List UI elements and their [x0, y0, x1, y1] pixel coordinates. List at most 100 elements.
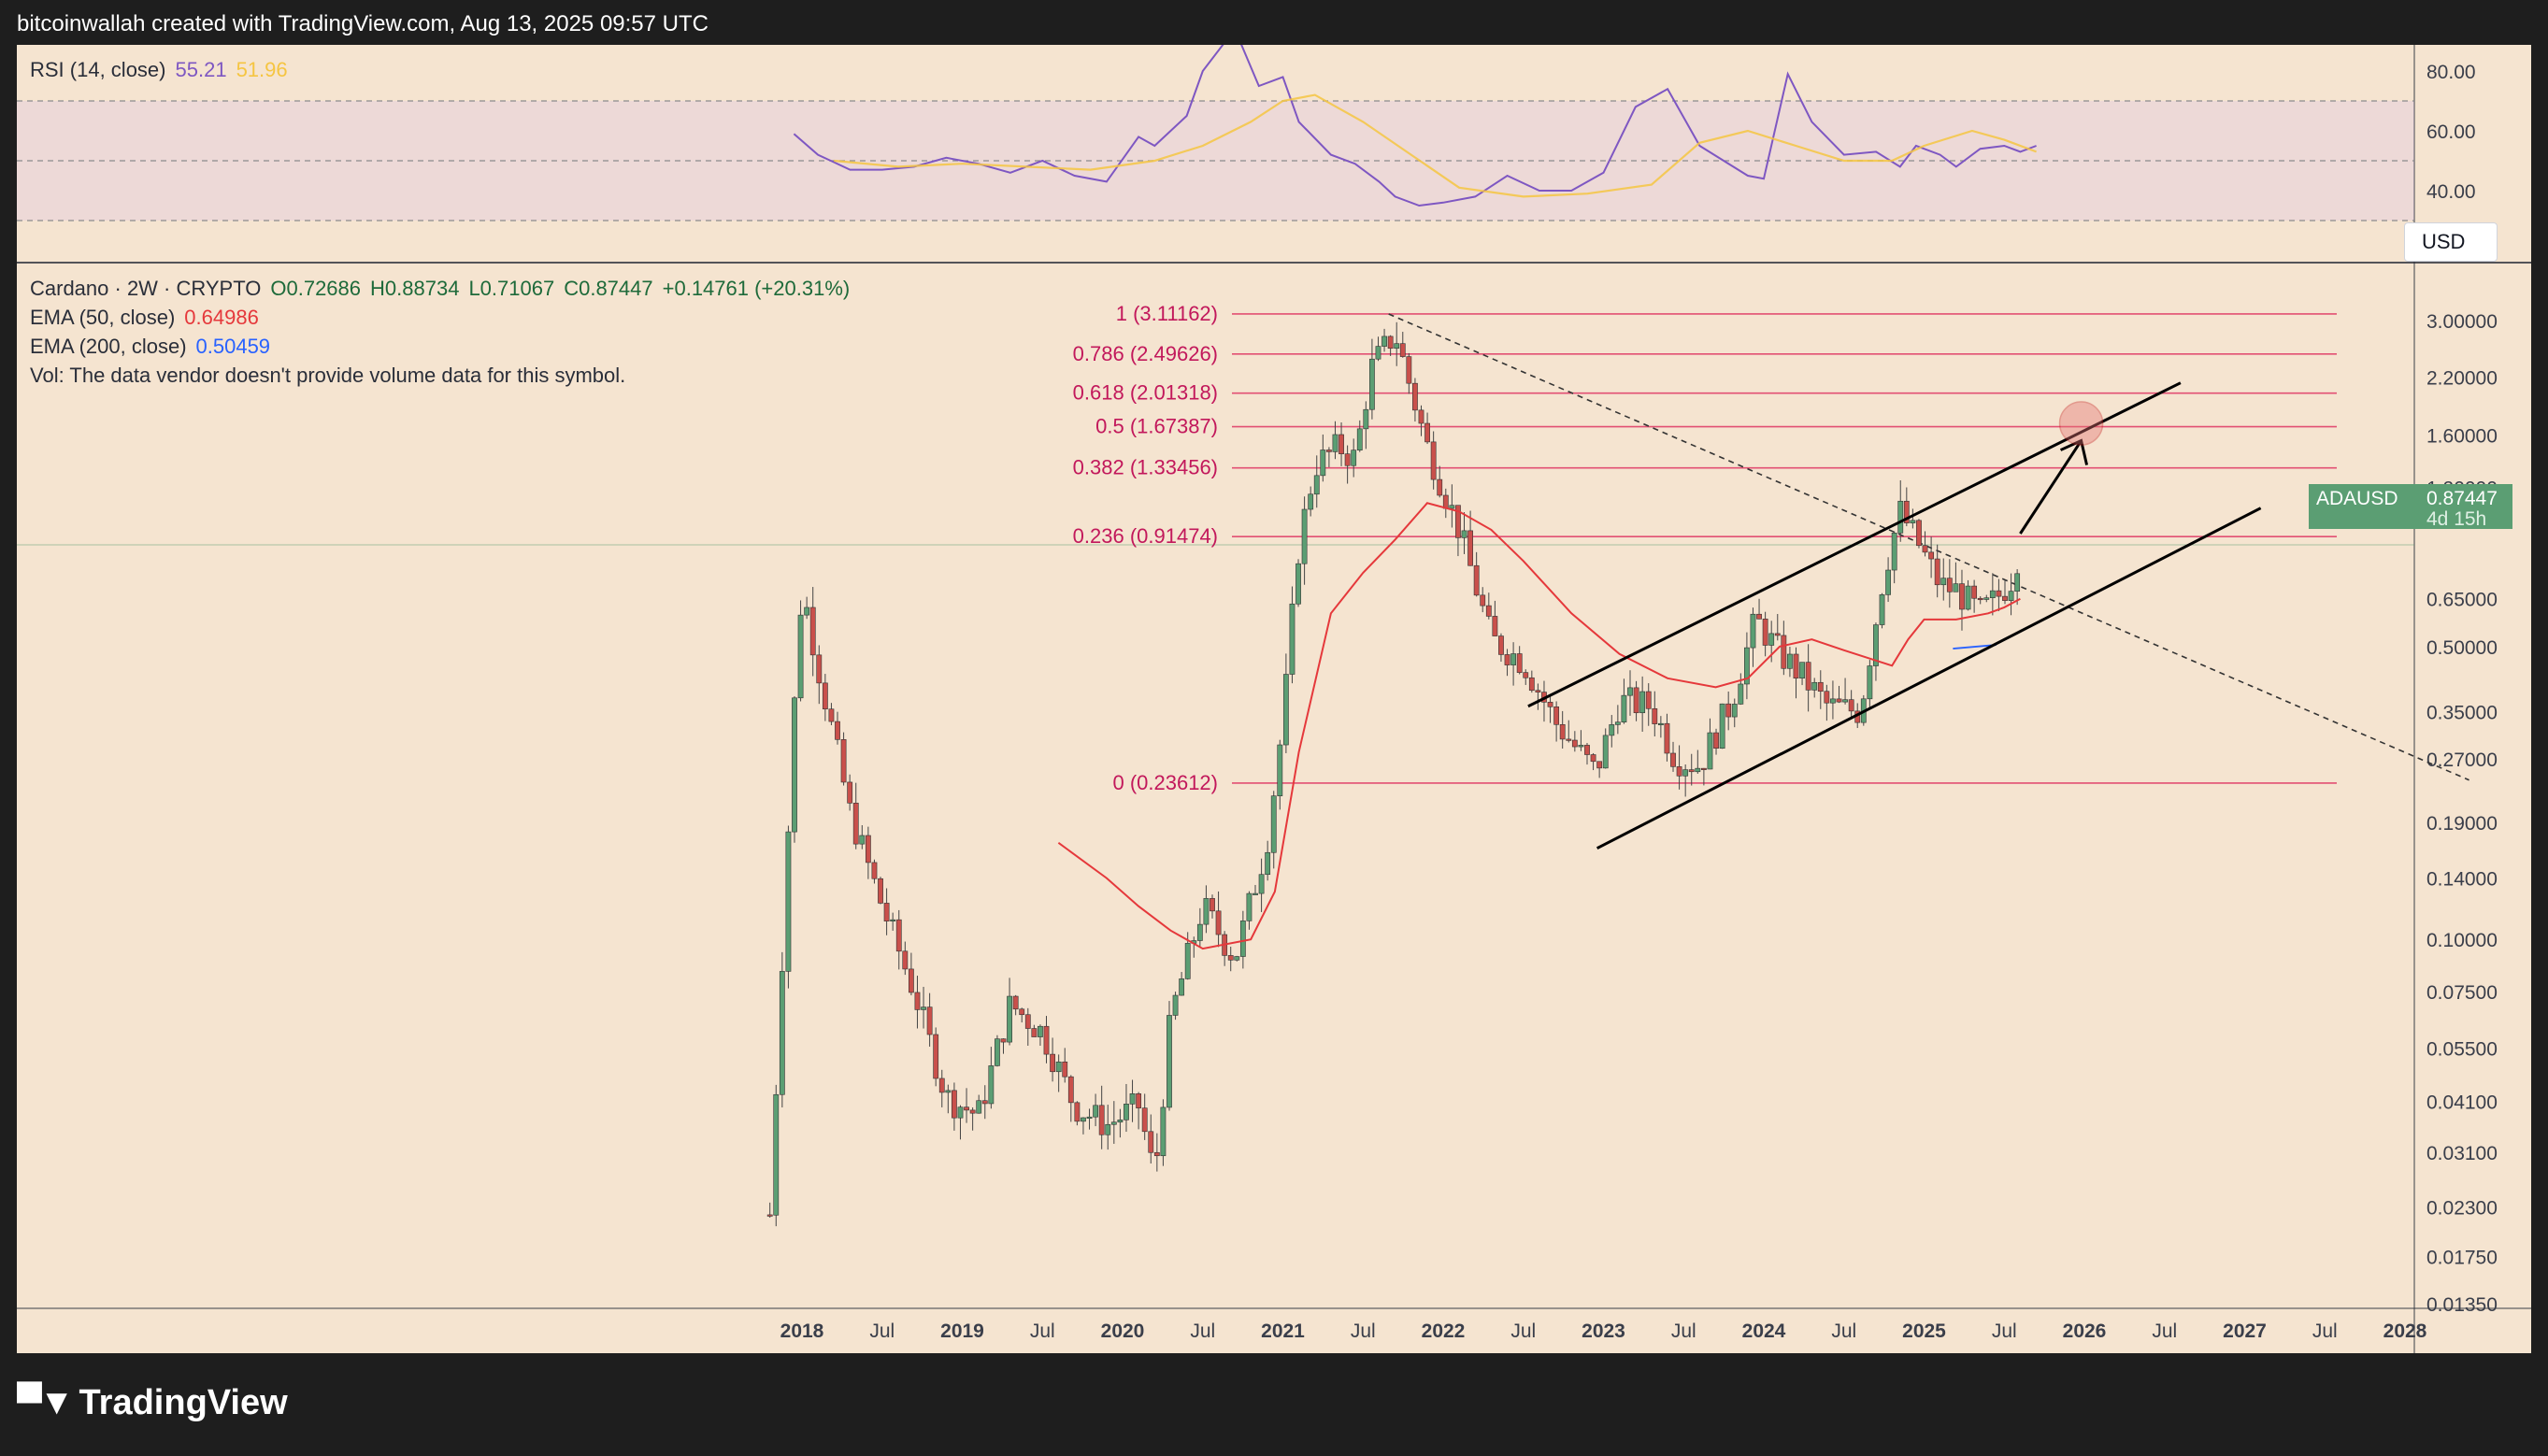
- candle-body: [1375, 346, 1381, 360]
- ema200-line: [1953, 644, 1997, 649]
- candle-body: [1713, 732, 1719, 749]
- candle-body: [1196, 923, 1203, 941]
- ohlc-open: O0.72686: [270, 277, 362, 300]
- candle-body: [933, 1034, 939, 1079]
- candle-body: [1971, 585, 1978, 599]
- time-x-tick-label: Jul: [2312, 1320, 2338, 1342]
- candle-body: [1824, 691, 1830, 704]
- candle-body: [1062, 1061, 1068, 1078]
- candle-body: [1627, 687, 1633, 696]
- ema200-legend[interactable]: EMA (200, close) 0.50459: [30, 335, 279, 359]
- candle-body: [1282, 674, 1289, 746]
- ohlc-high: H0.88734: [370, 277, 460, 300]
- chart-canvas[interactable]: 80.0060.0040.003.000002.200001.600001.20…: [17, 45, 2531, 1353]
- fib-level-label: 0.236 (0.91474): [1073, 524, 1218, 548]
- rsi-legend-label: RSI (14, close): [30, 58, 166, 81]
- candle-body: [1953, 583, 1959, 592]
- candle-body: [1657, 722, 1664, 726]
- target-circle: [2058, 401, 2104, 446]
- currency-button[interactable]: USD: [2404, 222, 2498, 262]
- candle-body: [1313, 475, 1320, 495]
- candle-body: [773, 1093, 780, 1216]
- candle-body: [1578, 745, 1584, 748]
- candle-body: [1381, 335, 1387, 347]
- candle-body: [1965, 585, 1971, 610]
- candle-body: [1437, 478, 1443, 496]
- channel-lower-line: [1596, 507, 2262, 849]
- candle-body: [785, 831, 792, 972]
- price-y-tick-label: 2.20000: [2426, 367, 2498, 389]
- candle-body: [1239, 921, 1246, 957]
- candle-body: [1940, 578, 1947, 586]
- rsi-legend[interactable]: RSI (14, close) 55.21 51.96: [30, 58, 297, 82]
- candle-body: [1270, 795, 1277, 853]
- candle-body: [1903, 500, 1910, 523]
- candle-body: [1922, 545, 1928, 553]
- candle-body: [945, 1090, 952, 1093]
- candle-body: [1676, 766, 1682, 777]
- time-x-tick-label: Jul: [1030, 1320, 1055, 1342]
- candle-body: [957, 1106, 964, 1119]
- candle-body: [1719, 703, 1725, 749]
- candle-body: [840, 739, 847, 783]
- candle-body: [1338, 434, 1344, 454]
- candle-body: [1277, 744, 1283, 796]
- price-y-tick-label: 0.50000: [2426, 637, 2498, 659]
- candle-body: [1394, 343, 1400, 350]
- candle-body: [1105, 1123, 1111, 1135]
- candle-body: [1019, 1008, 1025, 1016]
- price-y-tick-label: 0.02300: [2426, 1197, 2498, 1219]
- rsi-y-tick-label: 40.00: [2426, 181, 2476, 203]
- candle-body: [1928, 551, 1935, 560]
- candle-body: [926, 1006, 933, 1035]
- candle-body: [797, 614, 804, 699]
- candle-body: [1977, 597, 1983, 601]
- price-y-tick-label: 0.14000: [2426, 869, 2498, 891]
- candle-body: [779, 971, 785, 1095]
- candle-body: [1743, 647, 1750, 685]
- candle-body: [1399, 343, 1406, 357]
- downtrend-line: [1388, 313, 2469, 781]
- candle-body: [969, 1109, 976, 1114]
- candle-body: [1012, 995, 1019, 1010]
- ema200-value: 0.50459: [195, 335, 271, 358]
- time-x-tick-label: Jul: [1190, 1320, 1215, 1342]
- candle-body: [1633, 687, 1639, 714]
- candle-body: [1811, 681, 1818, 691]
- symbol-label: Cardano · 2W · CRYPTO: [30, 277, 262, 300]
- candle-body: [1369, 358, 1375, 410]
- ema50-legend[interactable]: EMA (50, close) 0.64986: [30, 306, 268, 330]
- tradingview-logo-icon: ▀▼: [17, 1383, 75, 1422]
- candle-body: [1836, 698, 1842, 703]
- candle-body: [1351, 450, 1357, 466]
- tradingview-logo[interactable]: ▀▼ TradingView: [17, 1383, 288, 1423]
- pane-divider: [17, 262, 2531, 264]
- candle-body: [816, 654, 823, 684]
- main-legend-row[interactable]: Cardano · 2W · CRYPTO O0.72686 H0.88734 L0.…: [30, 277, 859, 301]
- candle-body: [835, 721, 840, 740]
- candle-body: [1614, 721, 1621, 725]
- candle-body: [1074, 1102, 1081, 1122]
- candle-body: [1442, 494, 1449, 509]
- candle-body: [792, 697, 797, 833]
- candle-body: [1934, 558, 1940, 586]
- candle-body: [1067, 1076, 1074, 1104]
- candle-body: [890, 919, 896, 921]
- price-y-tick-label: 1.60000: [2426, 425, 2498, 447]
- ema50-label: EMA (50, close): [30, 306, 176, 329]
- candle-body: [1473, 564, 1480, 596]
- candle-body: [1136, 1093, 1142, 1108]
- projection-arrow-head: [2059, 438, 2089, 465]
- candle-body: [1571, 739, 1578, 748]
- candle-body: [1203, 898, 1210, 925]
- candle-body: [1750, 613, 1756, 649]
- time-x-tick-label: 2019: [940, 1320, 984, 1342]
- candle-body: [1172, 994, 1179, 1016]
- candle-body: [1325, 450, 1332, 452]
- candle-body: [1498, 635, 1504, 655]
- candle-body: [865, 835, 871, 864]
- candle-body: [809, 607, 816, 656]
- time-x-tick-label: 2021: [1261, 1320, 1305, 1342]
- candle-body: [921, 1006, 926, 1010]
- candle-body: [1639, 691, 1646, 714]
